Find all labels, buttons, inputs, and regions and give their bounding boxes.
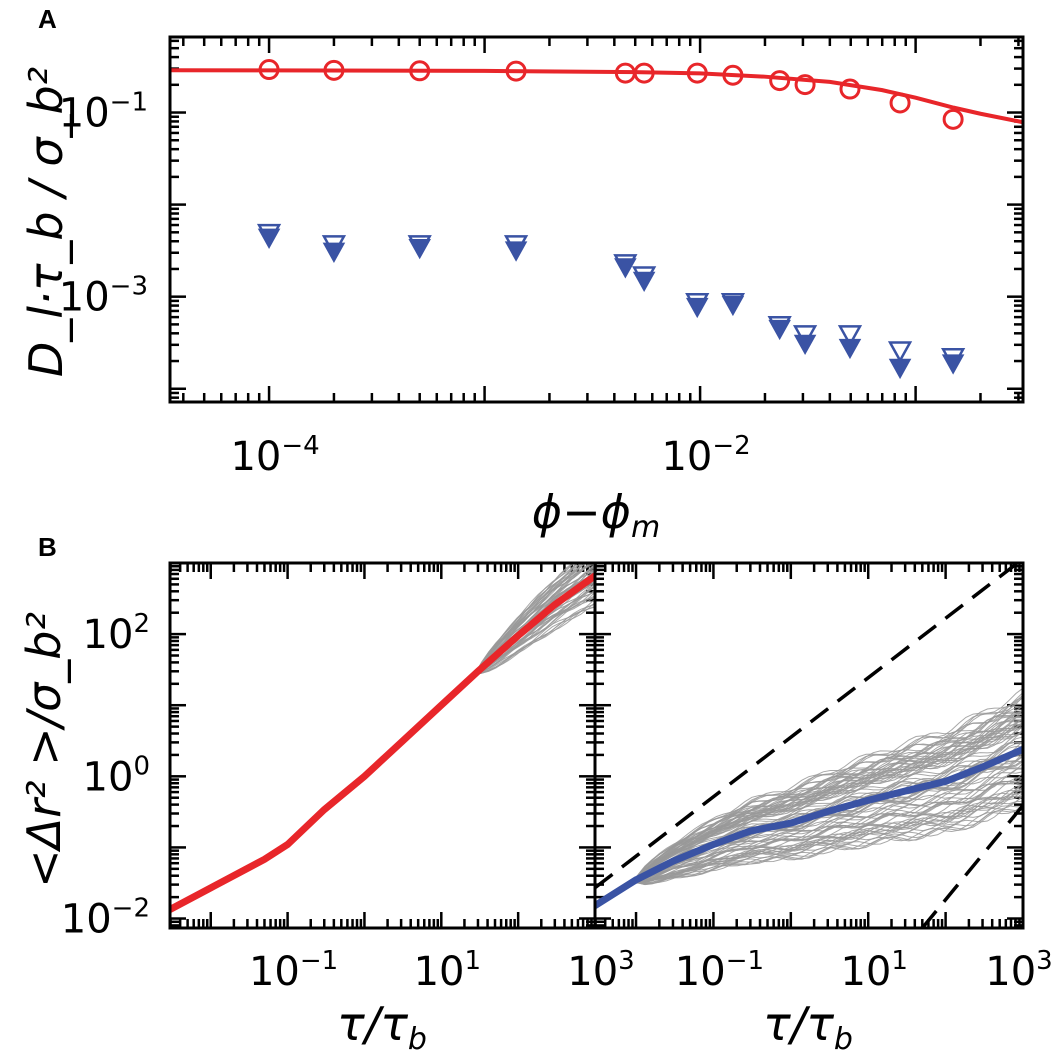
- panel-b-right-frame: [593, 561, 1025, 930]
- panel-b-ylabel: <Δr² >/σ_b²: [17, 612, 71, 888]
- trajectory-line: [170, 565, 595, 910]
- triangle-filled-marker: [504, 241, 528, 262]
- circle-marker: [258, 59, 280, 81]
- trajectory-line: [170, 591, 595, 910]
- y-tick-label: 102: [83, 609, 150, 658]
- x-tick-label: 103: [567, 946, 634, 995]
- y-tick-label: 100: [83, 751, 150, 800]
- triangle-filled-marker: [793, 334, 817, 356]
- panel-b-right-xlabel: τ/τb: [763, 997, 853, 1057]
- trajectory-line: [170, 563, 578, 910]
- guide-line-dashed: [920, 804, 1023, 928]
- trajectory-line: [595, 717, 1023, 907]
- circle-marker: [633, 62, 655, 84]
- trajectory-line: [595, 687, 1023, 907]
- triangle-open-marker: [837, 325, 863, 347]
- triangle-filled-marker: [685, 297, 709, 319]
- panel-b-chart: 10−1 101 103 10−1 101 103 102 100 10−2 τ/τb τ/τb…: [17, 561, 1053, 1057]
- circle-marker: [942, 108, 964, 130]
- x-tick-label: 101: [414, 946, 481, 995]
- trajectory-line: [595, 808, 1023, 907]
- triangle-filled-marker: [408, 238, 431, 260]
- trajectory-line: [170, 563, 583, 910]
- trajectory-line: [595, 720, 1023, 907]
- circle-marker: [323, 59, 345, 81]
- x-tick-label: 10−1: [675, 946, 764, 995]
- panel-a-frame: [168, 35, 1025, 404]
- x-tick-label: 10−2: [661, 431, 750, 480]
- triangle-filled-marker: [257, 228, 281, 249]
- trajectory-line: [170, 563, 578, 910]
- x-tick-label: 103: [985, 946, 1052, 995]
- trajectory-line: [170, 563, 587, 910]
- panel-a-tick-labels: 10−4 10−2 10−1 10−3: [59, 88, 751, 480]
- guide-line-dashed: [595, 563, 1019, 890]
- circle-marker: [794, 74, 816, 96]
- triangle-filled-marker: [768, 319, 791, 341]
- trajectory-line: [170, 564, 595, 910]
- x-tick-label: 10−1: [249, 946, 338, 995]
- trajectory-line: [170, 598, 595, 910]
- trajectory-line: [595, 709, 1023, 907]
- triangle-filled-marker: [614, 258, 637, 279]
- y-tick-label: 10−3: [59, 272, 148, 321]
- trajectory-line: [595, 696, 1023, 907]
- panel-b-left-xlabel: τ/τb: [337, 997, 427, 1057]
- trajectory-line: [170, 563, 579, 910]
- panel-b-left-data: [170, 563, 595, 913]
- circle-marker: [889, 92, 911, 114]
- trajectory-line: [170, 585, 595, 910]
- trajectory-line: [170, 563, 595, 910]
- x-tick-label: 101: [840, 946, 907, 995]
- circle-marker: [769, 70, 791, 92]
- trajectory-line: [170, 563, 576, 910]
- mean-curve: [170, 572, 595, 913]
- panel-b-right-data: [595, 563, 1023, 928]
- trajectory-line: [170, 590, 595, 910]
- panel-a-xlabel: ϕ−ϕm: [532, 485, 660, 545]
- mean-curve: [595, 745, 1023, 910]
- circle-marker: [686, 62, 708, 84]
- triangle-filled-marker: [322, 242, 346, 263]
- x-tick-label: 10−4: [230, 431, 319, 480]
- circle-marker: [722, 64, 744, 86]
- panel-label-a: A: [38, 4, 57, 34]
- trajectory-line: [595, 719, 1023, 907]
- y-tick-label: 10−1: [59, 88, 148, 137]
- trajectory-line: [170, 591, 595, 910]
- triangle-filled-marker: [721, 295, 745, 317]
- trajectory-line: [595, 796, 1023, 907]
- trajectory-line: [170, 563, 595, 910]
- trajectory-line: [595, 768, 1023, 907]
- triangle-filled-marker: [888, 358, 912, 380]
- y-tick-label: 10−2: [61, 894, 150, 943]
- trajectory-line: [595, 783, 1023, 907]
- panel-b-tick-labels: 10−1 101 103 10−1 101 103 102 100 10−2: [61, 609, 1053, 995]
- trajectory-line: [170, 568, 595, 910]
- circle-marker: [409, 60, 431, 82]
- panel-a-data: [169, 59, 1024, 380]
- trajectory-line: [170, 563, 595, 910]
- circle-marker: [505, 60, 527, 82]
- panel-label-b: B: [38, 532, 57, 562]
- panel-a-ylabel: D_l·τ_b / σ_b²: [19, 67, 73, 377]
- triangle-filled-marker: [632, 271, 656, 293]
- triangle-open-marker: [887, 341, 913, 364]
- triangle-filled-marker: [838, 338, 862, 360]
- trajectory-line: [170, 563, 575, 910]
- triangle-filled-marker: [941, 354, 965, 375]
- trajectory-line: [595, 781, 1023, 907]
- panel-a-chart: 10−4 10−2 10−1 10−3 ϕ−ϕm D_l·τ_b / σ_b²: [19, 35, 1025, 545]
- circle-marker: [839, 78, 861, 100]
